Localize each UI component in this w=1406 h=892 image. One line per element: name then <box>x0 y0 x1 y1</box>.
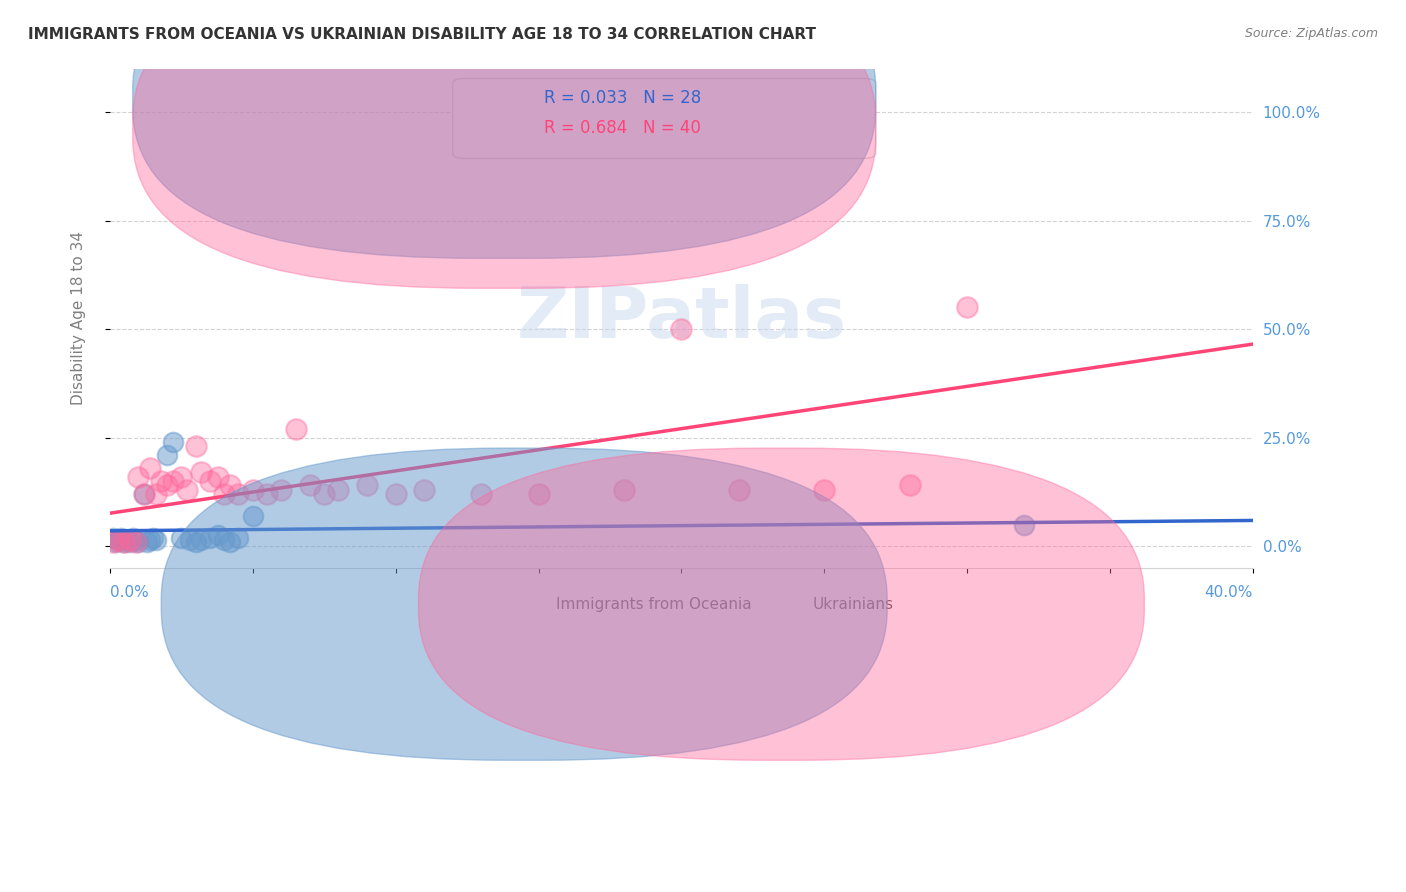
Point <box>527 487 550 501</box>
Point <box>314 487 336 501</box>
Text: IMMIGRANTS FROM OCEANIA VS UKRAINIAN DISABILITY AGE 18 TO 34 CORRELATION CHART: IMMIGRANTS FROM OCEANIA VS UKRAINIAN DIS… <box>28 27 815 42</box>
Point <box>671 322 693 336</box>
Point <box>156 448 179 462</box>
Point <box>107 533 129 547</box>
Point <box>212 533 235 547</box>
Point <box>124 533 146 547</box>
Text: R = 0.684   N = 40: R = 0.684 N = 40 <box>544 120 702 137</box>
Point <box>190 533 212 547</box>
Point <box>110 531 132 545</box>
FancyBboxPatch shape <box>453 78 876 159</box>
Text: Source: ZipAtlas.com: Source: ZipAtlas.com <box>1244 27 1378 40</box>
Point <box>898 478 921 492</box>
Point <box>207 528 229 542</box>
Point <box>242 508 264 523</box>
Point <box>228 531 250 545</box>
Point <box>145 533 167 547</box>
Point <box>179 533 201 547</box>
Point <box>242 483 264 497</box>
Point <box>218 535 240 549</box>
Point <box>134 487 156 501</box>
Point <box>162 474 184 488</box>
Point <box>328 483 350 497</box>
Point <box>198 474 221 488</box>
Point <box>384 487 406 501</box>
Text: Immigrants from Oceania: Immigrants from Oceania <box>555 597 751 612</box>
Point <box>356 478 378 492</box>
Point <box>228 487 250 501</box>
Point <box>104 535 127 549</box>
Point <box>184 535 207 549</box>
FancyBboxPatch shape <box>419 448 1144 760</box>
Point <box>270 483 292 497</box>
Point <box>198 531 221 545</box>
Point <box>170 469 193 483</box>
Point <box>256 487 278 501</box>
Point <box>118 533 141 547</box>
Point <box>176 483 198 497</box>
Point <box>156 478 179 492</box>
Point <box>207 469 229 483</box>
Point <box>107 533 129 547</box>
Point <box>134 487 156 501</box>
Point <box>184 439 207 453</box>
Point <box>470 487 492 501</box>
Point <box>413 483 436 497</box>
Point <box>298 478 321 492</box>
Point <box>139 461 162 475</box>
Point <box>121 531 143 545</box>
Point <box>127 535 149 549</box>
Point <box>127 469 149 483</box>
Point <box>145 487 167 501</box>
Text: R = 0.033   N = 28: R = 0.033 N = 28 <box>544 89 702 108</box>
Text: ZIPatlas: ZIPatlas <box>516 284 846 352</box>
Point <box>112 535 135 549</box>
Point <box>212 487 235 501</box>
Point <box>727 483 749 497</box>
Point <box>118 535 141 549</box>
Point <box>139 533 162 547</box>
Point <box>1014 517 1036 532</box>
Point <box>136 535 159 549</box>
FancyBboxPatch shape <box>132 0 876 259</box>
Point <box>101 535 124 549</box>
Point <box>190 466 212 480</box>
FancyBboxPatch shape <box>132 0 876 288</box>
Point <box>162 435 184 450</box>
Point <box>956 301 979 315</box>
Point <box>101 531 124 545</box>
Point <box>124 535 146 549</box>
FancyBboxPatch shape <box>162 448 887 760</box>
Point <box>115 533 138 547</box>
Text: Ukrainians: Ukrainians <box>813 597 894 612</box>
Point <box>112 535 135 549</box>
Y-axis label: Disability Age 18 to 34: Disability Age 18 to 34 <box>72 231 86 405</box>
Text: 0.0%: 0.0% <box>110 585 149 600</box>
Point <box>613 483 636 497</box>
Point <box>170 531 193 545</box>
Text: 40.0%: 40.0% <box>1205 585 1253 600</box>
Point <box>150 474 173 488</box>
Point <box>284 422 307 436</box>
Point <box>813 483 835 497</box>
Point <box>142 531 165 545</box>
Point <box>218 478 240 492</box>
